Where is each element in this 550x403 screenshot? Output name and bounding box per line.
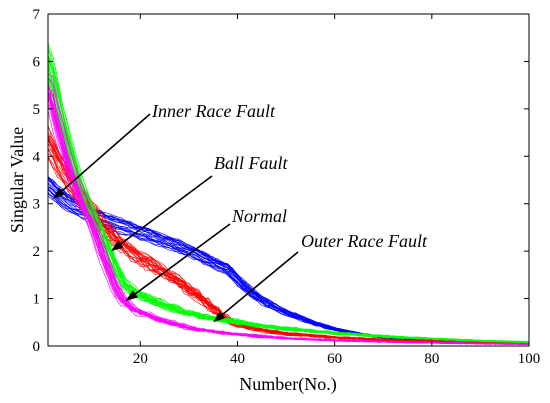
x-tick-label: 60 [327,351,342,367]
annotation-arrow [120,175,213,245]
series-4 [48,73,529,346]
annotation-label: Inner Race Fault [151,101,276,121]
x-tick-label: 100 [518,351,541,367]
annotation-arrow [221,251,299,316]
annotation-3: Normal [125,206,287,301]
y-tick-label: 5 [33,102,41,118]
x-tick-label: 80 [424,351,439,367]
y-tick-label: 3 [33,197,41,213]
annotation-layer: Inner Race Fault Ball Fault Normal Outer Ra… [52,101,428,323]
y-tick-label: 4 [33,149,41,165]
y-tick-label: 6 [33,54,41,70]
y-tick-label: 7 [33,7,41,23]
annotation-label: Ball Fault [214,153,288,173]
x-axis-title: Number(No.) [239,374,336,395]
series-layer [48,42,529,346]
series-3 [48,42,529,344]
series-4-trace [48,94,529,345]
annotation-4: Outer Race Fault [213,231,428,323]
y-tick-label: 2 [33,244,41,260]
annotation-arrowhead [125,290,139,301]
x-tick-label: 40 [230,351,245,367]
annotation-label: Outer Race Fault [301,231,428,251]
y-tick-label: 0 [33,339,41,355]
series-3-trace [48,65,529,343]
series-2 [48,125,529,345]
series-2-trace [48,140,529,344]
annotation-1: Inner Race Fault [52,101,276,199]
annotation-arrowhead [111,240,124,252]
y-tick-label: 1 [33,292,41,308]
annotation-arrowhead [213,311,226,323]
annotation-arrow [134,223,231,295]
annotation-arrowhead [52,187,65,199]
y-axis-title: Singular Value [7,127,27,233]
annotation-label: Normal [231,206,287,226]
tick-layer: 20 40 60 80 100 0 1 2 3 4 5 6 7 [33,7,541,367]
plot-frame [47,13,530,347]
annotation-arrow [61,113,151,192]
x-tick-label: 20 [133,351,148,367]
annotation-2: Ball Fault [111,153,288,252]
